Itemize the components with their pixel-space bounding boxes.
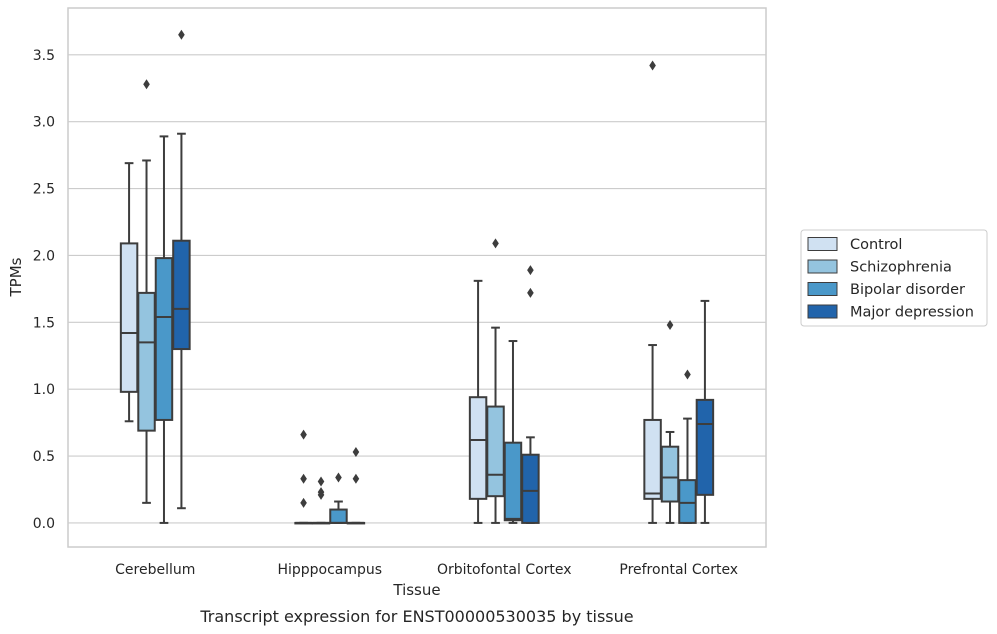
legend-frame xyxy=(800,229,988,327)
legend: Control Schizophrenia Bipolar disorder Majo… xyxy=(800,229,988,327)
y-tick-label: 2.5 xyxy=(33,182,55,198)
box-group xyxy=(154,135,174,524)
outlier-point xyxy=(684,369,691,380)
outlier-point xyxy=(666,319,674,330)
x-tick-labels: Cerebellum Hipppocampus Orbitofontal Corte… xyxy=(115,562,738,578)
box-group xyxy=(137,79,156,504)
legend-label: Schizophrenia xyxy=(850,260,952,276)
plot-area-frame xyxy=(67,7,767,548)
legend-swatch xyxy=(807,304,838,319)
box-body xyxy=(119,242,139,393)
x-tick-label: Orbitofontal Cortex xyxy=(437,562,572,578)
outlier-point xyxy=(300,473,307,484)
outlier-point xyxy=(649,60,656,71)
box-body xyxy=(678,479,697,524)
box-body xyxy=(137,291,156,432)
y-tick-label: 2.0 xyxy=(33,248,55,264)
box-group xyxy=(329,472,348,524)
outlier-point xyxy=(300,497,307,508)
box-body xyxy=(486,405,505,498)
legend-label: Control xyxy=(850,237,902,253)
y-tick-labels: 0.0 0.5 1.0 1.5 2.0 2.5 3.0 3.5 xyxy=(33,48,55,532)
box-group xyxy=(311,476,331,525)
box-group xyxy=(695,299,715,524)
y-tick-label: 0.5 xyxy=(33,449,55,465)
legend-swatch xyxy=(807,282,838,296)
box-group xyxy=(486,238,505,524)
legend-label: Major depression xyxy=(850,305,974,321)
box-body xyxy=(503,441,523,522)
box-group xyxy=(660,319,680,524)
legend-swatch xyxy=(807,237,838,251)
x-tick-label: Hipppocampus xyxy=(277,562,382,578)
box-group xyxy=(172,29,191,510)
outlier-point xyxy=(317,476,325,487)
box-body xyxy=(154,257,174,421)
outlier-point xyxy=(352,473,360,484)
y-tick-label: 0.0 xyxy=(33,516,55,532)
outlier-point xyxy=(178,29,185,40)
figure-caption: Transcript expression for ENST0000053003… xyxy=(199,607,633,626)
y-tick-label: 1.5 xyxy=(33,315,55,331)
legend-swatch xyxy=(807,259,838,274)
y-tick-label: 3.5 xyxy=(33,48,55,64)
legend-items: Control Schizophrenia Bipolar disorder Majo… xyxy=(807,237,974,321)
box-group xyxy=(468,279,488,524)
box-body xyxy=(660,445,680,503)
box-body xyxy=(695,398,715,496)
outlier-point xyxy=(527,265,534,276)
box-plots xyxy=(119,29,715,525)
box-group xyxy=(678,369,697,524)
outlier-point xyxy=(300,429,307,440)
outlier-point xyxy=(335,472,342,483)
box-body xyxy=(172,239,191,351)
box-body xyxy=(521,453,540,524)
outlier-point xyxy=(143,79,150,90)
box-body xyxy=(329,508,348,524)
x-tick-label: Cerebellum xyxy=(115,562,195,578)
y-tick-label: 3.0 xyxy=(33,115,55,131)
outlier-point xyxy=(352,447,360,458)
box-group xyxy=(346,447,366,525)
y-tick-label: 1.0 xyxy=(33,382,55,398)
x-axis-title: Tissue xyxy=(392,581,440,599)
outlier-point xyxy=(317,489,325,500)
box-body xyxy=(468,396,488,500)
outlier-point xyxy=(527,287,534,298)
box-group xyxy=(119,162,139,423)
box-group xyxy=(521,265,540,524)
legend-label: Bipolar disorder xyxy=(850,282,965,298)
y-axis-title: TPMs xyxy=(7,257,25,297)
x-tick-label: Prefrontal Cortex xyxy=(619,562,738,578)
box-body xyxy=(643,418,662,500)
outlier-point xyxy=(492,238,499,249)
